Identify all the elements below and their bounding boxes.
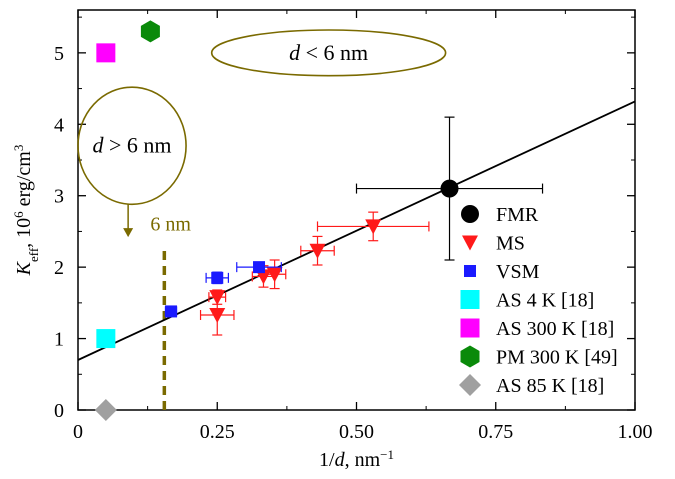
- data-point-as: [96, 43, 116, 63]
- legend-label: AS 4 K [18]: [496, 290, 594, 312]
- data-point-ms: [209, 308, 226, 323]
- y-tick-label: 1: [54, 329, 64, 351]
- x-tick-label: 0.50: [339, 421, 374, 443]
- legend-marker: [459, 374, 481, 396]
- legend-marker: [460, 290, 480, 309]
- data-point-vsm: [211, 271, 224, 284]
- data-point-vsm: [253, 261, 266, 274]
- data-point-vsm: [165, 305, 178, 318]
- legend-marker: [462, 235, 478, 251]
- x-tick-label: 0: [73, 421, 83, 443]
- x-tick-label: 0.75: [478, 421, 513, 443]
- legend-marker: [460, 345, 480, 368]
- data-point-as: [94, 399, 117, 421]
- y-tick-label: 4: [54, 114, 64, 136]
- legend-label: AS 300 K [18]: [496, 318, 614, 340]
- legend-label: MS: [496, 233, 525, 255]
- legend-label: AS 85 K [18]: [496, 375, 604, 397]
- annotation-6nm-label: 6 nm: [150, 214, 191, 236]
- annotation-ellipse-label: d < 6 nm: [289, 40, 368, 65]
- annotation-ellipse-label: d > 6 nm: [93, 133, 172, 158]
- y-axis-label: Keff, 106 erg/cm3: [11, 145, 41, 277]
- data-point-ms: [309, 243, 326, 259]
- x-tick-label: 1.00: [618, 421, 653, 443]
- annotation-ellipse: [77, 86, 187, 206]
- data-point-pm: [140, 20, 160, 43]
- legend-label: VSM: [496, 261, 540, 283]
- data-point-as: [96, 329, 116, 349]
- legend-marker: [460, 318, 480, 338]
- legend-label: PM 300 K [49]: [496, 347, 618, 369]
- data-point-ms: [209, 290, 226, 306]
- y-tick-label: 2: [54, 257, 64, 279]
- data-point-ms: [266, 267, 283, 283]
- legend-label: FMR: [496, 204, 539, 226]
- annotation-arrow-head: [123, 228, 134, 238]
- legend-marker: [464, 265, 476, 277]
- x-axis-label: 1/d, nm−1: [319, 447, 394, 472]
- y-tick-label: 3: [54, 186, 64, 208]
- y-tick-label: 0: [54, 400, 64, 422]
- annotation-ellipse: [210, 29, 447, 77]
- legend-marker: [461, 205, 479, 223]
- x-tick-label: 0.25: [200, 421, 235, 443]
- data-point-fmr: [440, 179, 459, 198]
- data-point-ms: [365, 219, 382, 235]
- y-tick-label: 5: [54, 43, 64, 65]
